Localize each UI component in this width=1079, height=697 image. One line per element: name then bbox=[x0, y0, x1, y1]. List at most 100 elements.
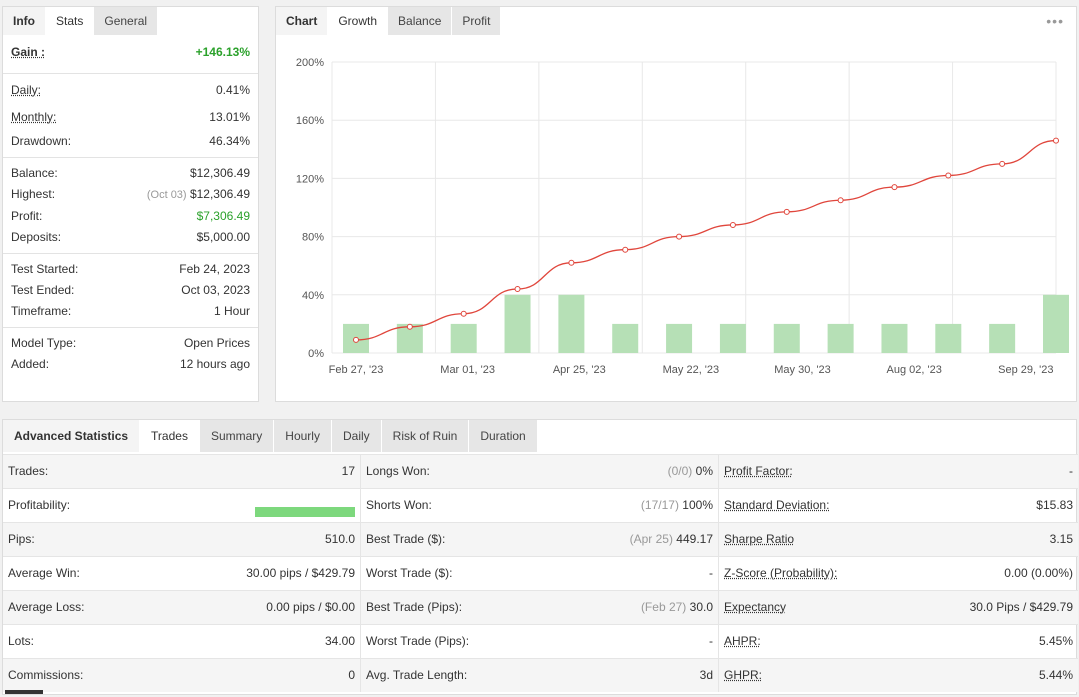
bar bbox=[773, 323, 800, 353]
stat-value-group: $15.83 bbox=[1036, 489, 1073, 522]
stat-note: (0/0) bbox=[667, 464, 693, 478]
horizontal-scrollbar[interactable] bbox=[5, 690, 43, 694]
tab-chart[interactable]: Chart bbox=[276, 7, 329, 35]
divider bbox=[3, 327, 258, 328]
tab-growth[interactable]: Growth bbox=[328, 7, 389, 35]
tab-risk-of-ruin[interactable]: Risk of Ruin bbox=[381, 420, 470, 452]
stat-value-group: - bbox=[709, 625, 713, 658]
tab-trades[interactable]: Trades bbox=[140, 420, 200, 452]
stat-note: (Feb 27) bbox=[640, 600, 687, 614]
line-point bbox=[406, 323, 413, 330]
bar bbox=[1043, 294, 1069, 353]
tab-summary[interactable]: Summary bbox=[199, 420, 275, 452]
table-row: Commissions: 0 Avg. Trade Length: 3d GHPR: 5.… bbox=[3, 658, 1078, 692]
stat-label: Worst Trade (Pips): bbox=[366, 634, 470, 648]
line-point bbox=[1053, 137, 1059, 144]
stat-label[interactable]: Profit Factor: bbox=[724, 464, 793, 478]
gain-label[interactable]: Gain : bbox=[11, 45, 46, 59]
balance-value: $12,306.49 bbox=[189, 166, 250, 180]
stat-value: 449.17 bbox=[676, 532, 713, 546]
tab-hourly[interactable]: Hourly bbox=[274, 420, 332, 452]
chart-tabs: Chart Growth Balance Profit bbox=[276, 7, 502, 35]
line-point bbox=[783, 208, 790, 215]
stat-value: - bbox=[1069, 464, 1073, 478]
trades-stats-grid: Trades: 17 Longs Won: (0/0) 0% Profit Factor… bbox=[3, 454, 1078, 692]
chart-panel: Chart Growth Balance Profit ••• 200% 160%… bbox=[275, 6, 1077, 402]
model-type-label: Model Type: bbox=[11, 336, 77, 350]
stat-label[interactable]: Standard Deviation: bbox=[724, 498, 830, 512]
added-row: Added: 12 hours ago bbox=[11, 354, 250, 374]
tab-advanced-statistics[interactable]: Advanced Statistics bbox=[3, 420, 141, 452]
y-tick-label: 40% bbox=[302, 290, 324, 302]
stat-value: 0.00 pips / $0.00 bbox=[266, 600, 355, 614]
stat-label[interactable]: Sharpe Ratio bbox=[724, 532, 795, 546]
stat-value: - bbox=[709, 634, 713, 648]
tab-duration[interactable]: Duration bbox=[469, 420, 538, 452]
stat-value-group: 0.00 (0.00%) bbox=[1004, 557, 1073, 590]
stat-cell: Lots: 34.00 bbox=[3, 625, 361, 658]
stat-cell: Shorts Won: (17/17) 100% bbox=[361, 489, 719, 522]
daily-value: 0.41% bbox=[215, 83, 250, 97]
stat-value-group: 0.00 pips / $0.00 bbox=[266, 591, 355, 624]
line-point bbox=[622, 246, 629, 253]
stat-value: 17 bbox=[341, 464, 355, 478]
bar bbox=[935, 323, 962, 353]
stat-value: $15.83 bbox=[1036, 498, 1073, 512]
table-row: Profitability: Shorts Won: (17/17) 100% Sta… bbox=[3, 488, 1078, 522]
dots-menu-icon[interactable]: ••• bbox=[1046, 13, 1064, 29]
tab-daily[interactable]: Daily bbox=[331, 420, 382, 452]
stat-label: Best Trade (Pips): bbox=[366, 600, 463, 614]
x-tick-label: Mar 01, '23 bbox=[440, 364, 495, 376]
daily-row: Daily: 0.41% bbox=[11, 80, 250, 100]
stat-label[interactable]: Z-Score (Probability): bbox=[724, 566, 838, 580]
monthly-row: Monthly: 13.01% bbox=[11, 107, 250, 127]
table-row: Pips: 510.0 Best Trade ($): (Apr 25) 449.17… bbox=[3, 522, 1078, 556]
stat-value-group bbox=[255, 489, 355, 522]
deposits-label: Deposits: bbox=[11, 230, 62, 244]
stat-value-group: (17/17) 100% bbox=[641, 489, 713, 522]
drawdown-label: Drawdown: bbox=[11, 134, 72, 148]
bar bbox=[504, 294, 531, 353]
test-ended-row: Test Ended: Oct 03, 2023 bbox=[11, 280, 250, 300]
stat-label[interactable]: Expectancy bbox=[724, 600, 787, 614]
stat-cell: Worst Trade (Pips): - bbox=[361, 625, 719, 658]
timeframe-value: 1 Hour bbox=[213, 304, 250, 318]
daily-label[interactable]: Daily: bbox=[11, 83, 42, 97]
stat-label[interactable]: AHPR: bbox=[724, 634, 761, 648]
line-point bbox=[729, 221, 736, 228]
highest-date: (Oct 03) bbox=[146, 189, 187, 201]
tab-balance[interactable]: Balance bbox=[388, 7, 453, 35]
tab-stats[interactable]: Stats bbox=[46, 7, 95, 35]
tab-general[interactable]: General bbox=[94, 7, 159, 35]
stat-value-group: 5.44% bbox=[1039, 659, 1073, 692]
stat-value: 510.0 bbox=[324, 532, 355, 546]
tab-profit[interactable]: Profit bbox=[452, 7, 502, 35]
stat-value: 34.00 bbox=[324, 634, 355, 648]
highest-label: Highest: bbox=[11, 187, 56, 201]
x-tick-label: Apr 25, '23 bbox=[553, 364, 606, 376]
stat-value-group: 5.45% bbox=[1039, 625, 1073, 658]
stat-value-group: (0/0) 0% bbox=[668, 455, 713, 488]
stat-label: Profitability: bbox=[8, 498, 71, 512]
test-started-label: Test Started: bbox=[11, 262, 79, 276]
stat-note: (17/17) bbox=[640, 498, 679, 512]
stat-label: Average Loss: bbox=[8, 600, 85, 614]
stat-label: Shorts Won: bbox=[366, 498, 432, 512]
tab-info[interactable]: Info bbox=[3, 7, 46, 35]
test-started-value: Feb 24, 2023 bbox=[179, 262, 250, 276]
stat-cell: Average Loss: 0.00 pips / $0.00 bbox=[3, 591, 361, 624]
highest-value-group: (Oct 03) $12,306.49 bbox=[147, 184, 250, 204]
stat-value: - bbox=[709, 566, 713, 580]
y-tick-label: 160% bbox=[296, 115, 324, 127]
x-tick-label: May 30, '23 bbox=[774, 364, 831, 376]
monthly-label[interactable]: Monthly: bbox=[11, 110, 57, 124]
stat-value: 3d bbox=[699, 668, 713, 682]
stat-value: 30.0 Pips / $429.79 bbox=[969, 600, 1073, 614]
profit-label: Profit: bbox=[11, 209, 43, 223]
stat-label[interactable]: GHPR: bbox=[724, 668, 763, 682]
bar bbox=[881, 323, 908, 353]
stat-cell: Average Win: 30.00 pips / $429.79 bbox=[3, 557, 361, 590]
highest-value: $12,306.49 bbox=[189, 187, 250, 201]
drawdown-value: 46.34% bbox=[209, 134, 250, 148]
stat-value-group: (Apr 25) 449.17 bbox=[630, 523, 713, 556]
